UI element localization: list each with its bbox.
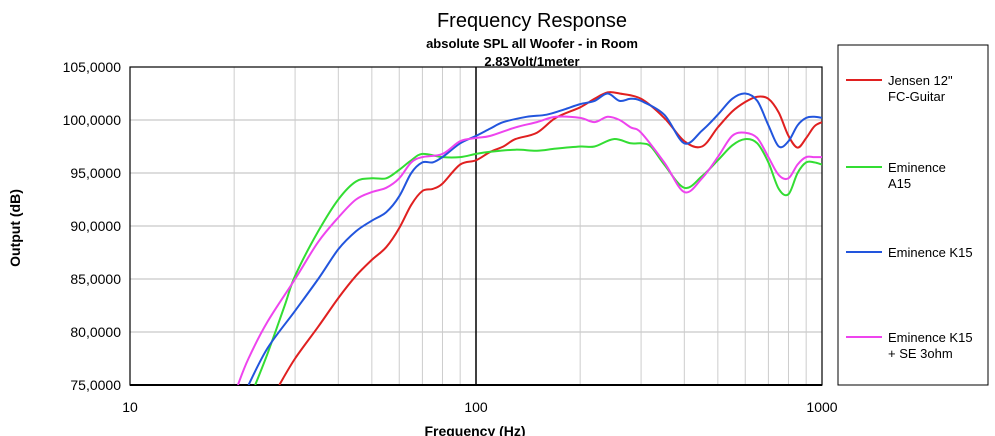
series-line-0 (278, 91, 822, 385)
chart-title: Frequency Response (437, 10, 627, 32)
legend-label: FC-Guitar (888, 89, 946, 104)
legend-label: A15 (888, 176, 911, 191)
series-line-2 (247, 92, 822, 385)
x-tick-label: 100 (464, 399, 488, 415)
legend-label: Jensen 12" (888, 73, 953, 88)
y-tick-label: 105,0000 (63, 59, 122, 75)
plot-lines (236, 91, 822, 385)
y-axis-label: Output (dB) (7, 189, 23, 267)
legend-label: + SE 3ohm (888, 346, 953, 361)
x-tick-label: 10 (122, 399, 138, 415)
y-tick-label: 90,0000 (70, 218, 121, 234)
chart-subtitle-line-2: 2.83Volt/1meter (484, 54, 579, 69)
y-tick-label: 85,0000 (70, 271, 121, 287)
x-axis-label: Frequency (Hz) (424, 423, 525, 436)
axes: 75,0000 80,0000 85,0000 90,0000 95,0000 100,0… (63, 59, 838, 415)
x-tick-label: 1000 (806, 399, 837, 415)
series-line-3 (236, 115, 822, 385)
y-tick-label: 100,0000 (63, 112, 122, 128)
legend-label: Eminence K15 (888, 245, 973, 260)
y-tick-label: 95,0000 (70, 165, 121, 181)
legend-box (837, 44, 989, 386)
y-tick-label: 75,0000 (70, 377, 121, 393)
legend-label: Eminence K15 (888, 330, 973, 345)
y-tick-label: 80,0000 (70, 324, 121, 340)
chart-subtitle-line-1: absolute SPL all Woofer - in Room (426, 36, 638, 51)
series-line-1 (254, 138, 822, 385)
legend-label: Eminence (888, 160, 946, 175)
